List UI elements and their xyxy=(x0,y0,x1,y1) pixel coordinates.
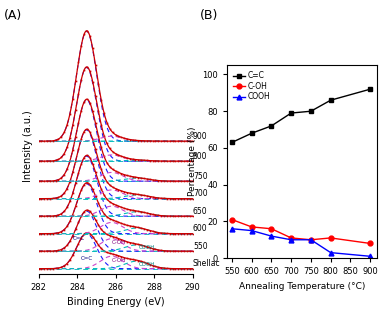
C-OH xyxy=(309,238,313,242)
Y-axis label: Percentage (%): Percentage (%) xyxy=(188,127,197,197)
Text: COOH: COOH xyxy=(139,245,155,250)
C-OH xyxy=(289,236,293,240)
Text: (A): (A) xyxy=(4,9,22,22)
Text: 800: 800 xyxy=(193,151,208,160)
Text: C-OH: C-OH xyxy=(112,258,126,263)
C=C xyxy=(289,111,293,115)
Text: 750: 750 xyxy=(193,172,208,181)
Text: 600: 600 xyxy=(193,224,208,233)
Line: COOH: COOH xyxy=(229,226,373,259)
Line: C-OH: C-OH xyxy=(229,217,373,246)
COOH xyxy=(229,227,234,231)
C=C xyxy=(328,98,333,102)
C=C xyxy=(269,124,274,128)
Text: 650: 650 xyxy=(193,207,208,216)
X-axis label: Annealing Temperature (°C): Annealing Temperature (°C) xyxy=(239,282,365,291)
C=C xyxy=(309,109,313,113)
C-OH xyxy=(328,236,333,240)
COOH xyxy=(368,254,373,258)
C-OH xyxy=(249,225,254,229)
C=C xyxy=(229,141,234,144)
Text: 900: 900 xyxy=(193,132,208,141)
COOH xyxy=(289,238,293,242)
Text: C=C: C=C xyxy=(80,256,93,261)
Text: C-OH: C-OH xyxy=(112,240,126,245)
C=C xyxy=(368,87,373,91)
COOH xyxy=(328,251,333,254)
Text: Shellac: Shellac xyxy=(193,259,221,268)
C=C xyxy=(249,131,254,135)
COOH xyxy=(309,238,313,242)
Y-axis label: Intensity (a.u.): Intensity (a.u.) xyxy=(23,110,33,182)
Text: (B): (B) xyxy=(200,9,219,22)
Legend: C=C, C-OH, COOH: C=C, C-OH, COOH xyxy=(231,69,273,104)
C-OH xyxy=(269,227,274,231)
Text: COOH: COOH xyxy=(139,262,155,267)
C-OH xyxy=(229,218,234,221)
Text: 700: 700 xyxy=(193,189,208,198)
COOH xyxy=(269,234,274,238)
Text: 550: 550 xyxy=(193,242,208,251)
C-OH xyxy=(368,242,373,245)
X-axis label: Binding Energy (eV): Binding Energy (eV) xyxy=(67,297,164,307)
Line: C=C: C=C xyxy=(229,87,373,145)
COOH xyxy=(249,229,254,232)
Text: C=C: C=C xyxy=(73,236,85,241)
